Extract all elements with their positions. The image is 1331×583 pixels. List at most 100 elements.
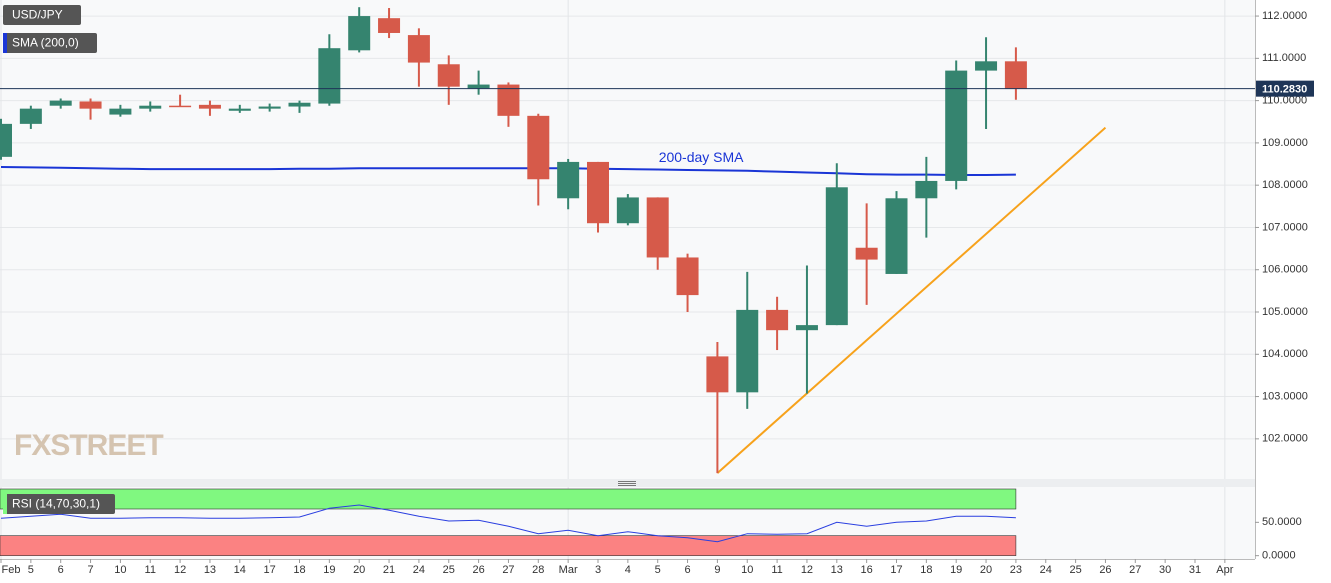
x-tick-label: 27 — [502, 564, 514, 576]
candle-body — [109, 108, 132, 115]
x-tick-label: 6 — [684, 564, 690, 576]
x-tick-label: 4 — [625, 564, 631, 576]
x-tick-label: 26 — [472, 564, 484, 576]
x-tick-label: 10 — [114, 564, 126, 576]
candle-body — [318, 48, 341, 104]
candle-body — [945, 70, 968, 181]
candle-body — [795, 325, 818, 331]
watermark: FXSTREET — [14, 429, 163, 462]
candle-body — [49, 100, 72, 106]
resize-handle[interactable] — [618, 481, 636, 486]
candle-body — [736, 309, 759, 393]
x-tick-label: 5 — [28, 564, 34, 576]
y-tick-label: 109.0000 — [1262, 137, 1308, 149]
x-tick-label: 5 — [655, 564, 661, 576]
candle-body — [228, 108, 251, 111]
legend-swatch — [3, 33, 7, 53]
x-tick-label: Mar — [559, 564, 578, 576]
trendline — [716, 126, 1107, 474]
x-tick-label: 20 — [980, 564, 992, 576]
candle-body — [587, 161, 609, 224]
y-tick-label: 104.0000 — [1262, 348, 1308, 360]
sma-annotation: 200-day SMA — [659, 149, 744, 165]
x-tick-label: 28 — [532, 564, 544, 576]
x-tick-label: 21 — [383, 564, 395, 576]
x-tick-label: 24 — [413, 564, 425, 576]
candle-body — [378, 18, 401, 33]
candle-body — [915, 180, 938, 199]
candle-body — [676, 257, 699, 296]
x-tick-label: 12 — [174, 564, 186, 576]
candle-body — [557, 161, 580, 199]
rsi-band — [0, 535, 1017, 556]
x-tick-label: 16 — [861, 564, 873, 576]
y-tick-label: 103.0000 — [1262, 390, 1308, 402]
x-tick-label: 13 — [831, 564, 843, 576]
candle-body — [407, 35, 430, 63]
legend-box — [3, 5, 81, 25]
y-tick-label: 111.0000 — [1262, 52, 1306, 64]
x-tick-label: 31 — [1189, 564, 1201, 576]
x-tick-label: 20 — [353, 564, 365, 576]
candle-body — [79, 101, 102, 109]
x-tick-label: 13 — [204, 564, 216, 576]
x-tick-label: 30 — [1159, 564, 1171, 576]
x-tick-label: Apr — [1216, 564, 1233, 576]
last-price-box — [1256, 80, 1314, 97]
legend-swatch — [3, 494, 7, 514]
candle-body — [348, 16, 371, 51]
candle-body — [1004, 61, 1027, 89]
x-tick-label: 19 — [323, 564, 335, 576]
candle-body — [706, 356, 729, 393]
x-tick-label: 7 — [87, 564, 93, 576]
x-tick-label: 14 — [234, 564, 246, 576]
candle-body — [139, 105, 162, 109]
candle-body — [825, 187, 848, 326]
x-tick-label: 11 — [771, 564, 782, 576]
y-tick-label: 107.0000 — [1262, 221, 1308, 233]
rsi-y-tick-label: 0.0000 — [1262, 550, 1296, 562]
x-tick-label: 25 — [1069, 564, 1081, 576]
y-tick-label: 106.0000 — [1262, 264, 1308, 276]
legend-label: USD/JPY — [12, 8, 63, 22]
x-tick-label: 17 — [264, 564, 276, 576]
candle-body — [19, 108, 42, 124]
candle-body — [497, 84, 520, 116]
candle-body — [616, 197, 639, 224]
rsi-line — [0, 504, 1016, 543]
candle-body — [527, 115, 550, 180]
legend-label: RSI (14,70,30,1) — [12, 497, 100, 511]
x-tick-label: 10 — [741, 564, 753, 576]
x-tick-label: 9 — [714, 564, 720, 576]
x-tick-label: 6 — [58, 564, 64, 576]
x-tick-label: 25 — [443, 564, 455, 576]
y-tick-label: 112.0000 — [1262, 10, 1307, 22]
y-tick-label: 110.0000 — [1262, 95, 1307, 107]
x-tick-label: 23 — [1010, 564, 1022, 576]
x-tick-label: 19 — [950, 564, 962, 576]
y-tick-label: 102.0000 — [1262, 433, 1308, 445]
x-tick-label: 11 — [145, 564, 156, 576]
candle-body — [646, 197, 669, 258]
candle-body — [885, 198, 908, 274]
rsi-band — [0, 488, 1017, 510]
candle-body — [0, 123, 12, 157]
candle-body — [855, 247, 878, 260]
x-tick-label: 27 — [1129, 564, 1141, 576]
candle-body — [766, 309, 789, 331]
x-tick-label: 24 — [1040, 564, 1052, 576]
y-tick-label: 105.0000 — [1262, 306, 1308, 318]
legend-box — [3, 494, 115, 514]
candle-body — [288, 102, 311, 107]
x-tick-label: 18 — [920, 564, 932, 576]
x-tick-label: 26 — [1099, 564, 1111, 576]
x-tick-label: 3 — [595, 564, 601, 576]
sma-line — [0, 166, 1016, 176]
candle-body — [437, 64, 460, 87]
candle-body — [198, 104, 221, 109]
x-tick-label: 17 — [890, 564, 902, 576]
candle-body — [467, 84, 490, 89]
x-tick-label: 18 — [293, 564, 305, 576]
main-pane — [0, 0, 1255, 479]
